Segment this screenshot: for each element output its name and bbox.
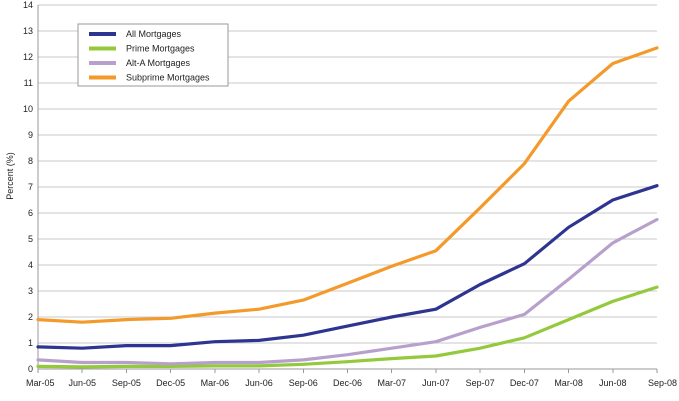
x-tick-label: Sep-05 bbox=[112, 378, 141, 388]
series-line-alt-a-mortgages bbox=[36, 217, 659, 366]
legend-label: Prime Mortgages bbox=[126, 44, 195, 54]
y-tick-label: 5 bbox=[28, 234, 33, 244]
series-line-prime-mortgages bbox=[36, 285, 659, 369]
y-axis-label: Percent (%) bbox=[5, 152, 15, 200]
y-tick-label: 8 bbox=[28, 156, 33, 166]
legend-label: Subprime Mortgages bbox=[126, 73, 210, 83]
y-tick-label: 4 bbox=[28, 260, 33, 270]
y-tick-label: 12 bbox=[23, 52, 33, 62]
x-tick-label: Jun-05 bbox=[68, 378, 96, 388]
x-tick-label: Sep-08 bbox=[648, 378, 677, 388]
y-tick-label: 0 bbox=[28, 364, 33, 374]
x-tick-label: Mar-06 bbox=[201, 378, 230, 388]
y-tick-label: 3 bbox=[28, 286, 33, 296]
legend-label: All Mortgages bbox=[126, 29, 182, 39]
y-tick-label: 10 bbox=[23, 104, 33, 114]
x-tick-label: Dec-05 bbox=[156, 378, 185, 388]
x-tick-label: Mar-05 bbox=[26, 378, 55, 388]
series-lines bbox=[36, 46, 659, 369]
x-tick-label: Sep-07 bbox=[466, 378, 495, 388]
x-tick-label: Mar-08 bbox=[554, 378, 583, 388]
x-tick-label: Dec-07 bbox=[510, 378, 539, 388]
x-tick-label: Jun-07 bbox=[422, 378, 450, 388]
x-tick-label: Mar-07 bbox=[377, 378, 406, 388]
y-tick-label: 2 bbox=[28, 312, 33, 322]
series-line-all-mortgages bbox=[36, 184, 659, 350]
x-tick-label: Jun-08 bbox=[599, 378, 627, 388]
legend-label: Alt-A Mortgages bbox=[126, 58, 191, 68]
y-tick-label: 9 bbox=[28, 130, 33, 140]
y-tick-label: 13 bbox=[23, 26, 33, 36]
y-tick-label: 1 bbox=[28, 338, 33, 348]
y-tick-label: 14 bbox=[23, 0, 33, 10]
y-tick-label: 7 bbox=[28, 182, 33, 192]
legend: All Mortgages Prime Mortgages Alt-A Mortga… bbox=[77, 23, 229, 87]
x-tick-labels: Mar-05 Jun-05 Sep-05 Dec-05 Mar-06 Jun-06 Sep-… bbox=[26, 369, 677, 388]
series-line-subprime-mortgages bbox=[36, 46, 659, 324]
y-tick-label: 6 bbox=[28, 208, 33, 218]
y-tick-label: 11 bbox=[24, 78, 33, 88]
x-tick-label: Dec-06 bbox=[333, 378, 362, 388]
x-tick-label: Sep-06 bbox=[289, 378, 318, 388]
x-tick-label: Jun-06 bbox=[245, 378, 273, 388]
